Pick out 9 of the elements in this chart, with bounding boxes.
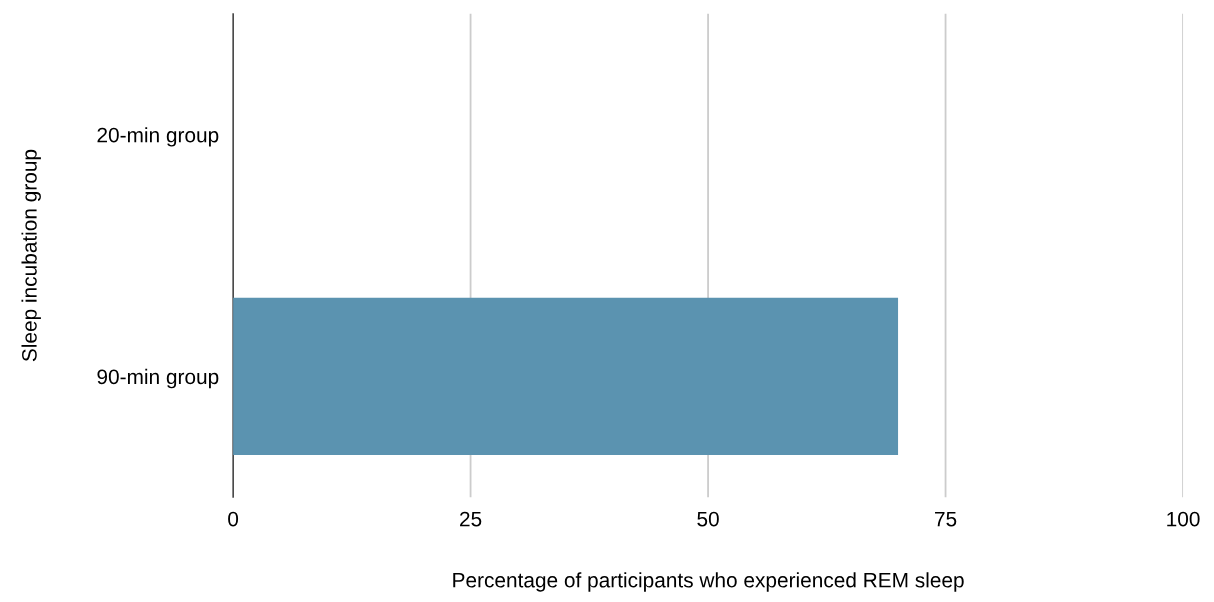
- x-axis-title: Percentage of participants who experienced REM sleep: [453, 572, 964, 592]
- x-tick-label: 25: [460, 511, 482, 527]
- y-axis-title: Sleep incubation group: [21, 149, 41, 362]
- x-tick-label: 100: [1167, 511, 1200, 527]
- x-tick-label: 75: [935, 511, 957, 527]
- y-tick-label: 20-min group: [97, 127, 219, 147]
- x-tick-label: 50: [697, 511, 719, 527]
- y-tick-label: 90-min group: [97, 368, 219, 389]
- x-tick-label: 0: [228, 511, 239, 527]
